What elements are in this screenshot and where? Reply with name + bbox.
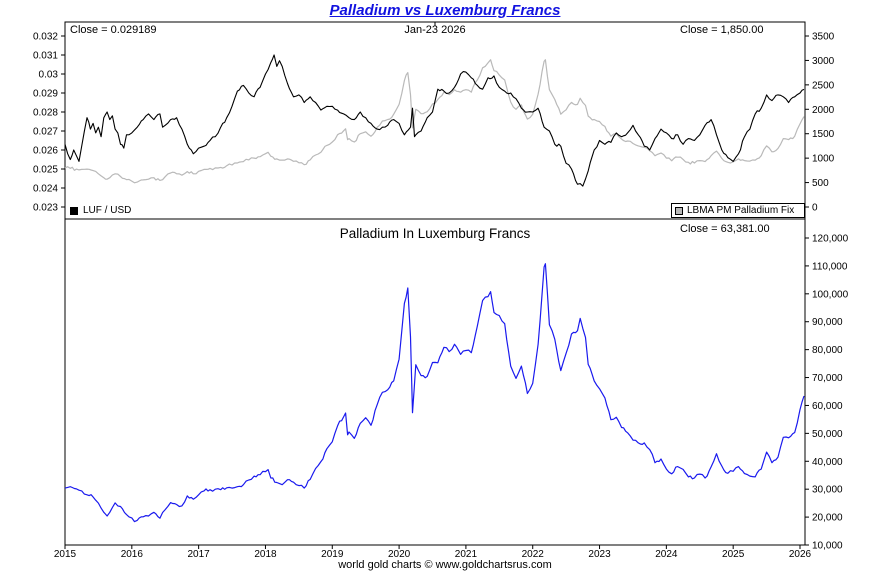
tick-label: 10,000: [812, 541, 843, 552]
tick-label: 30,000: [812, 485, 843, 496]
bottom-close-label: Close = 63,381.00: [680, 223, 770, 235]
tick-label: 0.024: [33, 184, 58, 195]
tick-label: 2023: [588, 549, 611, 560]
tick-label: 0.03: [39, 70, 59, 81]
tick-label: 1500: [812, 129, 835, 140]
legend-luf-usd-label: LUF / USD: [83, 205, 132, 216]
tick-label: 2015: [54, 549, 77, 560]
tick-label: 2024: [655, 549, 678, 560]
legend-palladium-fix: LBMA PM Palladium Fix: [671, 203, 805, 218]
tick-label: 2020: [388, 549, 411, 560]
tick-label: 2021: [455, 549, 478, 560]
tick-label: 0.026: [33, 146, 58, 157]
top-panel-border: [64, 21, 806, 220]
palladium-fix-series-line: [64, 59, 805, 184]
tick-label: 0: [812, 203, 818, 214]
footer-credit: world gold charts © www.goldchartsrus.co…: [338, 559, 552, 571]
tick-label: 0.031: [33, 51, 58, 62]
bottom-chart-title: Palladium In Luxemburg Francs: [339, 226, 531, 241]
legend-luf-usd: LUF / USD: [70, 205, 131, 216]
tick-label: 2018: [254, 549, 277, 560]
tick-label: 2017: [188, 549, 211, 560]
tick-label: 0.023: [33, 203, 58, 214]
legend-palladium-fix-label: LBMA PM Palladium Fix: [687, 205, 795, 216]
tick-label: 2500: [812, 80, 835, 91]
top-date-label: Jan-23 2026: [404, 24, 466, 36]
bottom-panel-border: [64, 218, 806, 546]
tick-label: 80,000: [812, 345, 843, 356]
tick-label: 2000: [812, 105, 835, 116]
tick-label: 2019: [321, 549, 344, 560]
luf-usd-swatch: [70, 206, 78, 215]
top-right-close-label: Close = 1,850.00: [680, 24, 764, 36]
tick-label: 110,000: [812, 261, 848, 272]
palladium-luf-series-line: [64, 263, 805, 523]
palladium-fix-swatch: [675, 206, 683, 215]
tick-label: 1000: [812, 154, 835, 165]
tick-label: 0.032: [33, 32, 58, 43]
tick-label: 50,000: [812, 429, 843, 440]
tick-label: 2025: [722, 549, 745, 560]
tick-label: 0.025: [33, 165, 58, 176]
tick-label: 500: [812, 178, 829, 189]
tick-label: 60,000: [812, 401, 843, 412]
luf-usd-series-line: [64, 54, 805, 187]
page-title: Palladium vs Luxemburg Francs: [329, 2, 561, 19]
tick-label: 2026: [789, 549, 812, 560]
tick-label: 2022: [522, 549, 545, 560]
tick-label: 3000: [812, 56, 835, 67]
tick-label: 0.027: [33, 127, 58, 138]
tick-label: 70,000: [812, 373, 843, 384]
tick-label: 0.028: [33, 108, 58, 119]
tick-label: 120,000: [812, 234, 849, 245]
tick-label: 20,000: [812, 513, 843, 524]
tick-label: 3500: [812, 32, 835, 43]
tick-label: 40,000: [812, 457, 843, 468]
top-left-close-label: Close = 0.029189: [70, 24, 157, 36]
tick-label: 2016: [121, 549, 144, 560]
tick-label: 90,000: [812, 317, 843, 328]
tick-label: 100,000: [812, 289, 849, 300]
tick-label: 0.029: [33, 89, 58, 100]
